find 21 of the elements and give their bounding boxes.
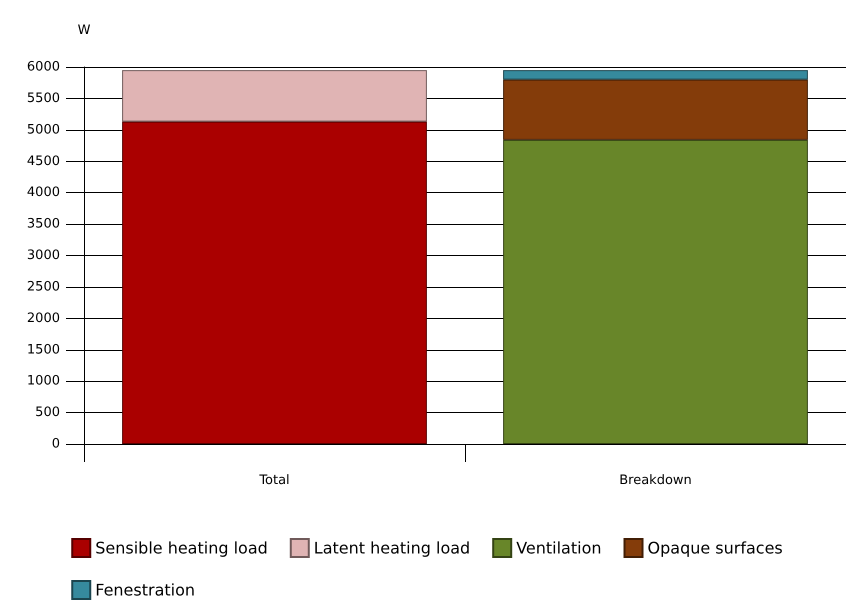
y-tick-label: 500	[35, 405, 60, 420]
y-tick-label: 3500	[26, 216, 60, 232]
legend-label: Ventilation	[516, 538, 602, 558]
x-tick-label: Breakdown	[619, 473, 692, 488]
y-tick-label: 0	[52, 436, 60, 452]
x-tick-label: Total	[258, 473, 290, 488]
y-tick-label: 1000	[26, 374, 60, 389]
y-tick-label: 1500	[26, 342, 60, 358]
y-tick-label: 6000	[26, 60, 60, 74]
y-tick-label: 4500	[26, 154, 60, 169]
y-tick-label: 2500	[26, 279, 60, 294]
y-axis-title: W	[78, 23, 91, 38]
y-tick-label: 5500	[26, 90, 60, 106]
y-tick-label: 4000	[26, 185, 60, 200]
y-tick-label: 2000	[26, 310, 60, 326]
legend-label: Sensible heating load	[95, 538, 268, 558]
legend-label: Opaque surfaces	[648, 538, 783, 558]
y-tick-label: 5000	[26, 122, 60, 138]
legend-label: Fenestration	[95, 580, 196, 600]
y-tick-label: 3000	[26, 248, 60, 263]
legend-label: Latent heating load	[314, 538, 470, 558]
